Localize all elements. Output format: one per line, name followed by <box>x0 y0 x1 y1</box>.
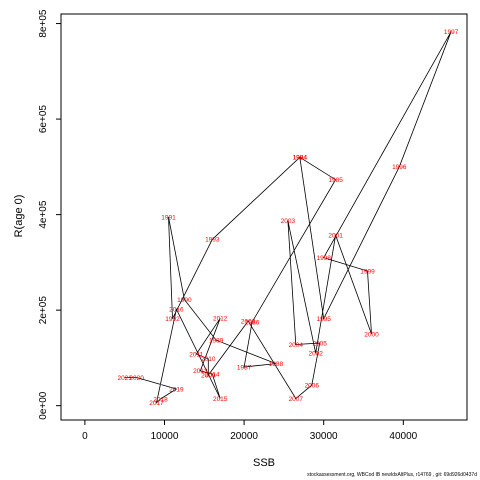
year-label-2018: 2018 <box>153 396 168 403</box>
year-label-2003: 2003 <box>281 218 296 225</box>
year-label-1984: 1984 <box>293 155 308 162</box>
year-label-2016: 2016 <box>169 307 184 314</box>
sr-trajectory-line <box>124 31 452 404</box>
year-label-1985: 1985 <box>328 177 343 184</box>
year-label-2008: 2008 <box>241 318 256 325</box>
year-label-1991: 1991 <box>161 214 176 221</box>
year-label-2020: 2020 <box>129 375 144 382</box>
year-label-2001: 2001 <box>328 233 343 240</box>
year-label-2021: 2021 <box>117 375 132 382</box>
x-tick-label: 40000 <box>389 431 417 442</box>
year-label-2006: 2006 <box>305 382 320 389</box>
y-tick-label: 2e+05 <box>38 296 49 325</box>
year-label-1990: 1990 <box>177 297 192 304</box>
x-tick-label: 20000 <box>230 431 258 442</box>
year-label-1998: 1998 <box>316 255 331 262</box>
x-tick-label: 10000 <box>151 431 179 442</box>
year-label-2004: 2004 <box>289 342 304 349</box>
y-tick-label: 8e+05 <box>38 9 49 38</box>
year-label-1995: 1995 <box>316 316 331 323</box>
year-label-1992: 1992 <box>165 316 180 323</box>
year-label-2007: 2007 <box>289 396 304 403</box>
year-label-2015: 2015 <box>213 396 228 403</box>
year-label-2000: 2000 <box>364 331 379 338</box>
year-label-1999: 1999 <box>360 268 375 275</box>
year-label-1989: 1989 <box>209 338 224 345</box>
x-axis-title: SSB <box>253 457 275 469</box>
stock-recruitment-path <box>124 31 452 404</box>
footer-note: stockassessment.org, WBCod IB newIdxAltP… <box>307 472 477 478</box>
year-label-2009: 2009 <box>201 372 216 379</box>
year-label-2012: 2012 <box>213 316 228 323</box>
year-label-1997: 1997 <box>444 29 459 36</box>
year-label-1987: 1987 <box>237 364 252 371</box>
year-label-2013: 2013 <box>193 368 208 375</box>
year-label-1996: 1996 <box>392 164 407 171</box>
y-tick-label: 6e+05 <box>38 105 49 134</box>
year-label-2019: 2019 <box>169 386 184 393</box>
x-tick-label: 0 <box>82 431 88 442</box>
year-label-1994: 1994 <box>293 155 308 162</box>
y-axis-title: R(age 0) <box>13 195 25 238</box>
year-label-2002: 2002 <box>308 350 323 357</box>
year-label-2010: 2010 <box>201 356 216 363</box>
x-axis: 0 10000 20000 30000 40000 <box>82 419 418 442</box>
year-label-2011: 2011 <box>189 351 203 358</box>
year-label-2005: 2005 <box>312 340 327 347</box>
y-tick-label: 4e+05 <box>38 200 49 229</box>
year-label-1993: 1993 <box>205 237 220 244</box>
year-label-1988: 1988 <box>269 361 284 368</box>
year-label-2017: 2017 <box>149 400 164 407</box>
y-tick-label: 0e+00 <box>38 391 49 420</box>
year-label-1986: 1986 <box>245 319 260 326</box>
year-labels: 1984 1985 1986 1987 1988 1989 1990 1991 1992 1993… <box>117 29 458 407</box>
x-tick-label: 30000 <box>310 431 338 442</box>
y-axis: 0e+00 2e+05 4e+05 6e+05 8e+05 <box>38 9 62 420</box>
year-label-2014: 2014 <box>205 371 220 378</box>
